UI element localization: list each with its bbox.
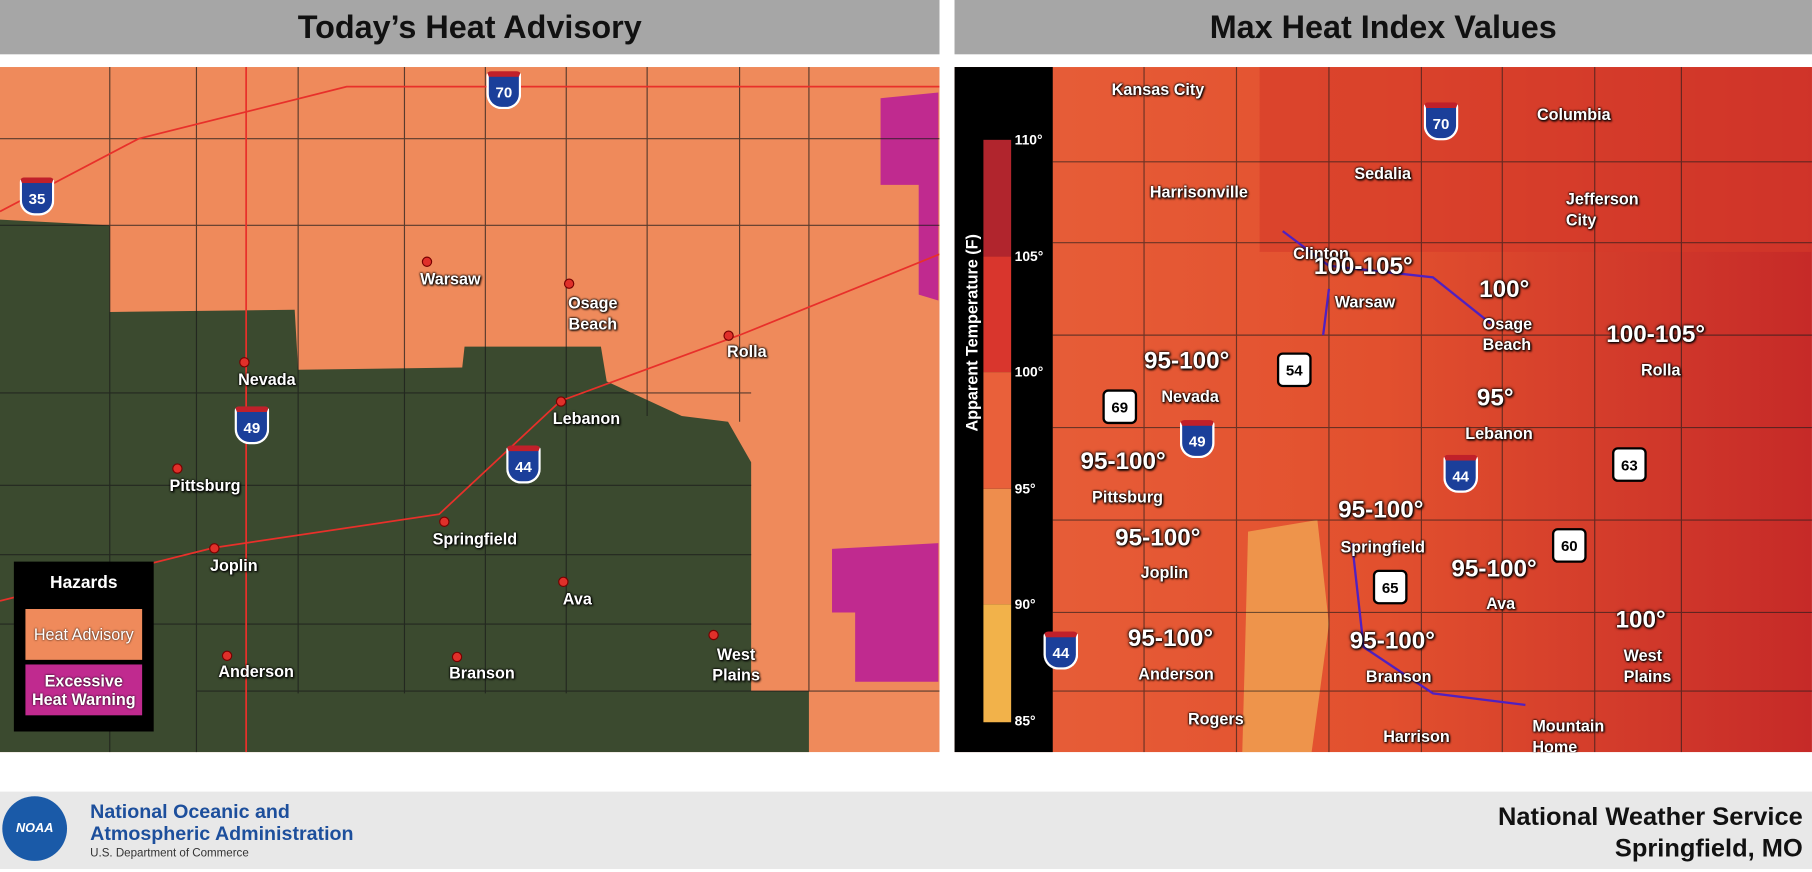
route-shield: 44: [1043, 631, 1079, 670]
city-dot: [555, 396, 567, 407]
city-label: Branson: [449, 663, 515, 682]
city-label: West Plains: [1623, 645, 1672, 686]
city-label: Nevada: [1161, 387, 1219, 406]
city-label: Rolla: [727, 342, 767, 361]
city-label: Pittsburg: [169, 476, 241, 495]
heat-index-map: Apparent Temperature (F) Kansas City Colu…: [954, 67, 1812, 753]
legend-item: Heat Advisory: [25, 609, 143, 660]
city-label: Kansas City: [1111, 79, 1205, 99]
heat-index-value: 95-100°: [1144, 347, 1230, 375]
heat-index-value: 100°: [1479, 276, 1530, 303]
city-dot: [558, 576, 569, 588]
city-label: Osage Beach: [1482, 314, 1533, 354]
noaa-logo: NOAA: [2, 796, 68, 861]
city-label: Columbia: [1536, 105, 1611, 124]
city-label: Mountain Home: [1532, 716, 1605, 753]
colorbar-tick-label: 95°: [1014, 480, 1036, 497]
city-label: Springfield: [432, 529, 518, 548]
city-label: Joplin: [210, 555, 258, 575]
city-label: Lebanon: [1465, 424, 1533, 443]
route-shield: 69: [1102, 389, 1138, 425]
route-shield: 44: [1443, 454, 1479, 493]
city-dot: [421, 256, 433, 267]
city-label: Branson: [1365, 666, 1432, 686]
advisory-map-base: [0, 67, 940, 753]
city-dot: [451, 651, 463, 663]
interstate-shield: 44: [506, 445, 541, 484]
advisory-map: Hazards Heat Advisory Excessive Heat War…: [0, 67, 940, 753]
city-label: Ava: [1486, 593, 1516, 613]
office-line: Springfield, MO: [1614, 833, 1803, 863]
legend-box: Hazards Heat Advisory Excessive Heat War…: [13, 561, 154, 732]
heat-index-value: 95°: [1476, 384, 1514, 412]
legend-title: Hazards: [50, 573, 118, 593]
route-shield: 70: [1423, 102, 1459, 141]
colorbar-tick-label: 110°: [1014, 131, 1043, 148]
route-shield: 63: [1612, 447, 1647, 482]
heat-index-value: 95-100°: [1349, 627, 1436, 655]
office: National Weather Service Springfield, MO: [1498, 801, 1803, 863]
city-label: Anderson: [218, 662, 294, 681]
route-shield: 49: [1179, 420, 1215, 459]
city-label: Warsaw: [1334, 292, 1396, 311]
city-dot: [209, 543, 220, 554]
heat-index-value: 100-105°: [1606, 321, 1706, 348]
city-label: Osage Beach: [568, 293, 618, 333]
city-label: Jefferson City: [1565, 189, 1639, 229]
city-label: Harrisonville: [1149, 182, 1248, 202]
right-title: Max Heat Index Values: [954, 0, 1812, 55]
heat-index-value: 95-100°: [1115, 524, 1201, 552]
city-dot: [221, 650, 233, 662]
heat-index-value: 95-100°: [1080, 448, 1166, 475]
city-label: Rolla: [1640, 360, 1681, 380]
heat-index-value: 95-100°: [1451, 555, 1537, 583]
legend-item: Excessive Heat Warning: [25, 664, 143, 716]
city-label: Nevada: [238, 369, 296, 389]
city-label: Sedalia: [1354, 164, 1412, 183]
city-dot: [439, 516, 450, 527]
colorbar-tick-label: 85°: [1014, 713, 1036, 730]
city-label: Rogers: [1187, 709, 1244, 729]
heat-index-value: 100°: [1615, 606, 1666, 634]
heat-index-value: 95-100°: [1338, 496, 1424, 524]
city-dot: [563, 278, 575, 289]
colorbar-tick-label: 100°: [1014, 364, 1044, 381]
city-label: Joplin: [1140, 562, 1189, 582]
city-label: Lebanon: [552, 409, 621, 428]
route-shield: 65: [1372, 569, 1408, 605]
interstate-shield: 49: [234, 406, 270, 445]
colorbar-label: Apparent Temperature (F): [962, 234, 982, 432]
left-title: Today’s Heat Advisory: [0, 0, 940, 55]
interstate-shield: 70: [486, 71, 522, 110]
city-label: West Plains: [712, 644, 760, 685]
city-label: Harrison: [1383, 726, 1450, 746]
city-label: Springfield: [1340, 537, 1425, 556]
office-line: National Weather Service: [1498, 801, 1803, 831]
city-label: Ava: [562, 589, 592, 608]
city-dot: [708, 629, 719, 641]
route-shield: 60: [1551, 528, 1587, 563]
department: U.S. Department of Commerce: [90, 847, 249, 860]
city-dot: [239, 357, 250, 368]
agency-name: National Oceanic and Atmospheric Adminis…: [90, 800, 354, 845]
city-dot: [172, 463, 183, 474]
city-label: Clinton: [1293, 243, 1349, 263]
route-shield: 54: [1276, 352, 1312, 388]
footer: NOAA National Oceanic and Atmospheric Ad…: [0, 791, 1812, 870]
city-label: Anderson: [1138, 664, 1214, 683]
city-label: Warsaw: [420, 269, 481, 288]
heat-index-value: 95-100°: [1127, 625, 1214, 652]
colorbar-tick-label: 105°: [1014, 248, 1044, 265]
city-label: Pittsburg: [1092, 487, 1164, 507]
city-dot: [723, 330, 734, 341]
heat-index-value: 100-105°: [1313, 253, 1413, 280]
heat-index-map-base: [954, 67, 1812, 753]
interstate-shield: 35: [19, 177, 55, 216]
colorbar-tick-label: 90°: [1014, 596, 1036, 613]
